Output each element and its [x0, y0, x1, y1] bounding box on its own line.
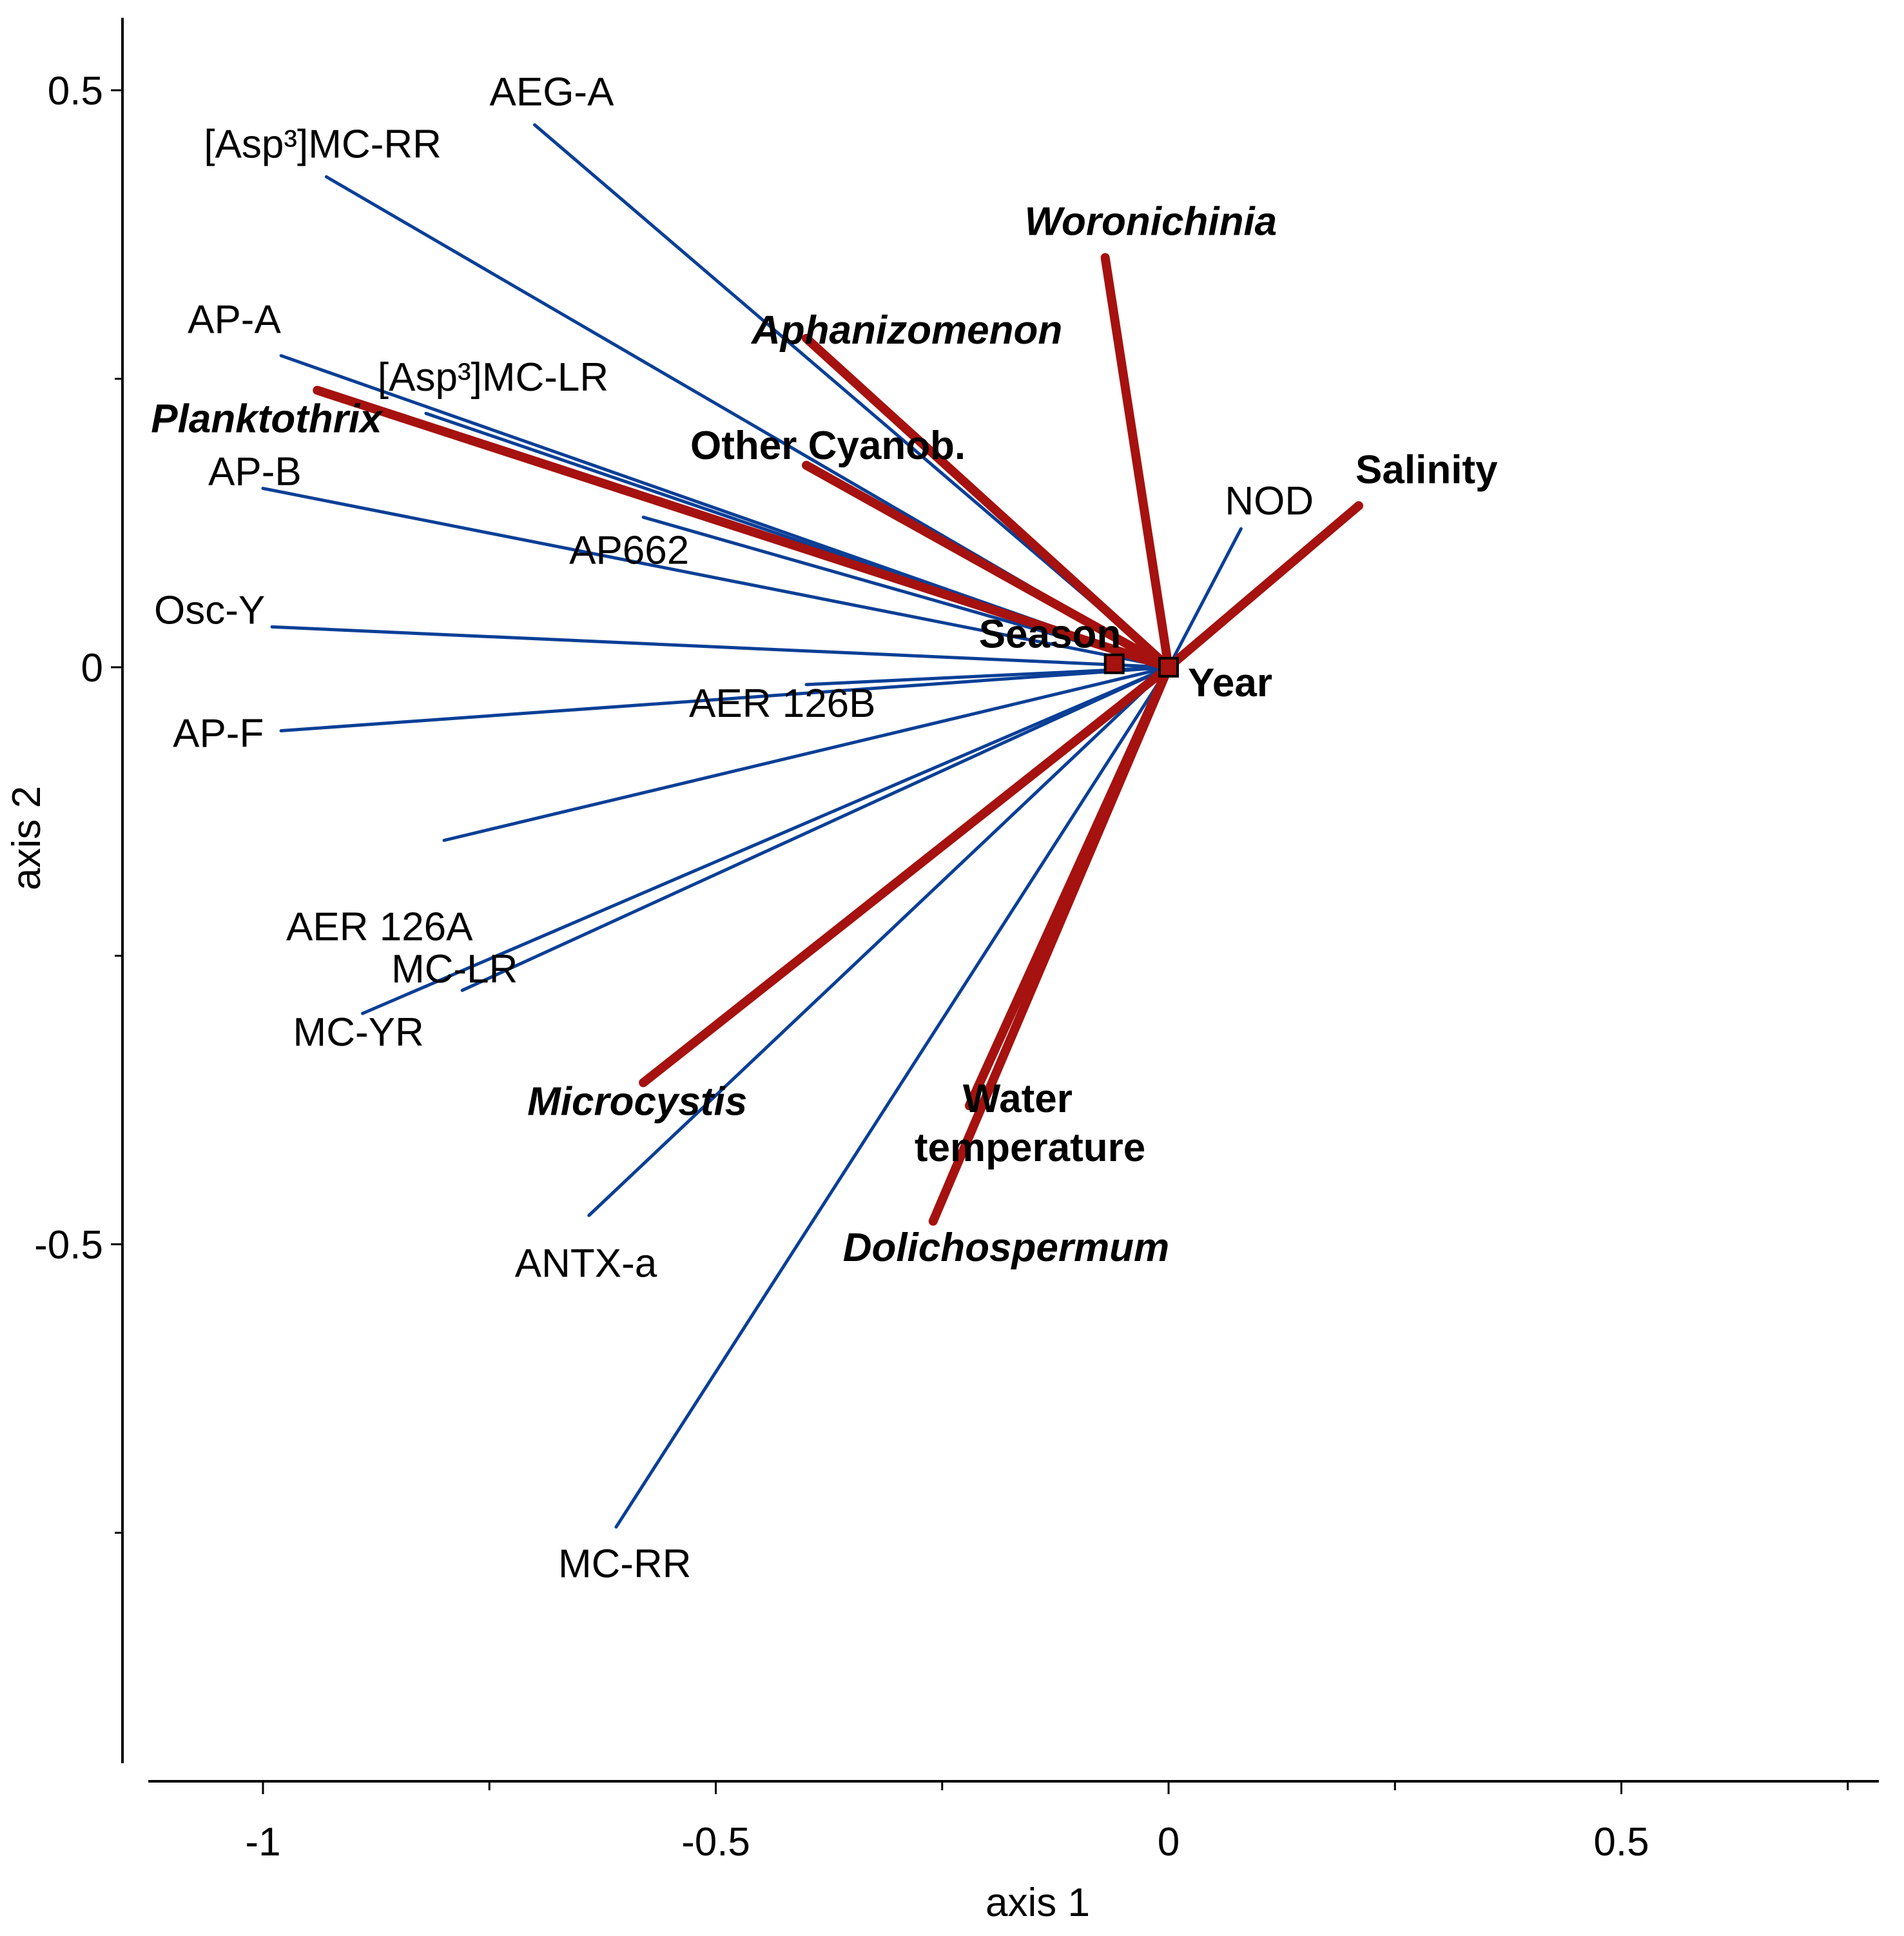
axes-layer: -1 -0.5 0 0.5 0.5 0 -0.5 [34, 17, 1879, 1864]
label-mc-yr: MC-YR [293, 1010, 424, 1055]
x-tick-label: -0.5 [681, 1820, 750, 1864]
vector-antx-a [587, 665, 1171, 1217]
label-year: Year [1188, 661, 1272, 705]
label-season: Season [979, 612, 1122, 657]
vector-other-cyanob [802, 460, 1173, 672]
label-asp-mc-rr: [Asp³]MC-RR [204, 122, 442, 166]
label-salinity: Salinity [1355, 447, 1498, 492]
label-aer-126b: AER 126B [689, 681, 876, 726]
vector-aphanizomenon [802, 333, 1173, 672]
vector-planktothrix [313, 386, 1173, 672]
label-woronichinia: Woronichinia [1025, 200, 1277, 244]
label-mc-lr: MC-LR [391, 947, 518, 992]
labels-layer: AEG-A [Asp³]MC-RR AP-A [Asp³]MC-LR AP-B AP662… [151, 70, 1498, 1587]
label-planktothrix: Planktothrix [151, 396, 384, 441]
y-tick-label: 0.5 [48, 69, 103, 113]
vector-mc-rr [614, 665, 1171, 1529]
label-asp-mc-lr: [Asp³]MC-LR [378, 355, 608, 400]
y-tick-label: 0 [81, 646, 103, 690]
label-ap-f: AP-F [173, 711, 264, 756]
label-antx-a: ANTX-a [515, 1241, 657, 1286]
vector-dolichospermum [928, 663, 1173, 1226]
y-axis-title: axis 2 [5, 786, 49, 890]
point-year [1158, 657, 1179, 678]
vectors-layer [261, 123, 1364, 1529]
x-axis-title: axis 1 [986, 1881, 1090, 1925]
label-other-cyanob: Other Cyanob. [690, 424, 966, 468]
vector-ap-f [279, 665, 1171, 732]
vector-mc-lr [460, 665, 1171, 992]
y-tick-label: -0.5 [34, 1223, 103, 1267]
vector-aer-126a [442, 665, 1171, 842]
label-osc-y: Osc-Y [154, 588, 265, 632]
label-ap662: AP662 [569, 528, 689, 572]
label-ap-a: AP-A [188, 298, 281, 342]
vector-microcystis [639, 663, 1173, 1088]
label-mc-rr: MC-RR [558, 1542, 692, 1587]
point-season [1103, 653, 1125, 674]
label-microcystis: Microcystis [527, 1079, 747, 1124]
label-nod: NOD [1225, 479, 1314, 523]
vector-salinity [1164, 501, 1364, 672]
vector-nod [1167, 527, 1243, 669]
label-ap-b: AP-B [208, 450, 302, 494]
x-tick-label: 0.5 [1593, 1820, 1649, 1864]
label-water-temperature: Water temperature [915, 1077, 1145, 1170]
x-tick-label: -1 [245, 1820, 280, 1864]
vector-osc-y [270, 625, 1171, 669]
vector-mc-yr [361, 665, 1171, 1015]
x-tick-label: 0 [1158, 1820, 1180, 1864]
vector-ap-b [261, 487, 1171, 669]
label-aphanizomenon: Aphanizomenon [750, 308, 1062, 353]
vector-woronichinia [1100, 253, 1173, 672]
label-aer-126a: AER 126A [286, 905, 473, 950]
label-aeg-a: AEG-A [490, 70, 615, 115]
label-dolichospermum: Dolichospermum [843, 1226, 1169, 1270]
